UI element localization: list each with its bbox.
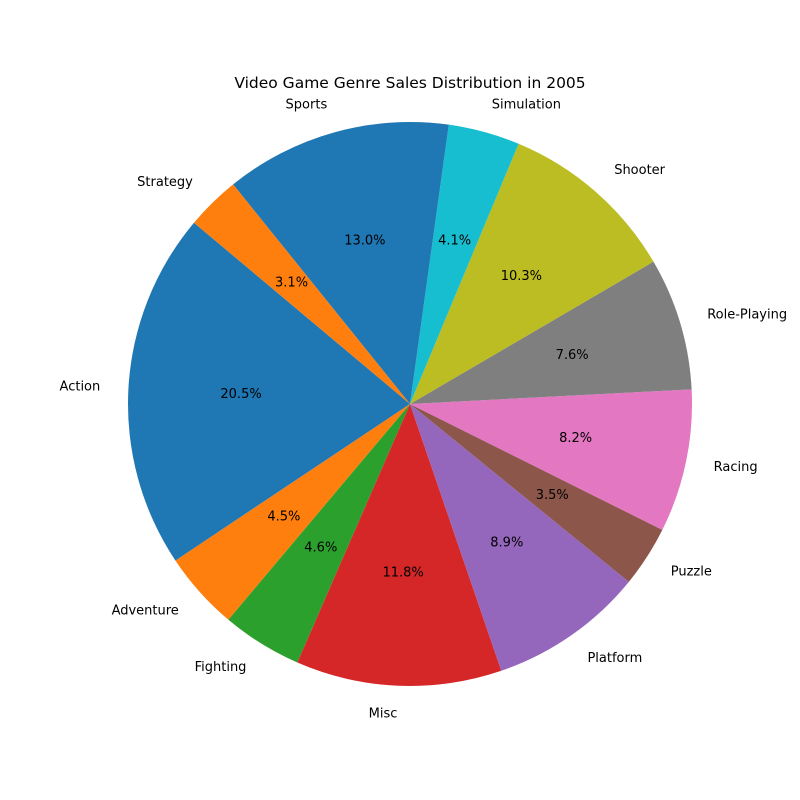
pie-slice-shooter [410,143,654,405]
slice-percent-label: 3.1% [275,276,308,291]
slice-label: Racing [714,460,758,475]
slice-label: Puzzle [671,565,712,580]
pie-slice-misc [297,404,502,686]
pie-slice-sports [233,122,449,405]
slices-layer [128,122,693,686]
slice-label: Platform [587,651,642,666]
slice-label: Misc [369,706,398,721]
slice-label: Shooter [614,163,665,178]
pie-slice-adventure [175,404,410,620]
slice-percent-label: 4.1% [438,233,471,248]
slice-percent-label: 20.5% [220,387,261,402]
pie-slice-strategy [193,184,410,404]
pie-slice-action [128,222,410,561]
slice-percent-label: 7.6% [556,348,589,363]
pie-slice-puzzle [410,404,663,582]
pie-slice-simulation [410,124,519,405]
slice-percent-label: 3.5% [536,488,569,503]
pie-slice-fighting [228,404,410,663]
slice-label: Fighting [195,660,247,675]
slice-label: Adventure [112,603,179,618]
slice-percent-label: 10.3% [501,269,542,284]
slice-percent-label: 11.8% [382,566,423,581]
pie-slice-role-playing [410,261,692,404]
slice-percent-label: 13.0% [344,233,385,248]
slice-label: Role-Playing [707,308,787,323]
pie-slice-racing [410,389,693,530]
slice-label: Sports [286,98,328,113]
slice-percent-label: 8.9% [490,535,523,550]
slice-label: Action [60,380,101,395]
slice-label: Simulation [492,97,561,112]
slice-percent-label: 4.5% [267,509,300,524]
pie-slice-platform [410,404,629,671]
chart-title: Video Game Genre Sales Distribution in 2… [234,74,585,92]
slice-label: Strategy [137,175,193,190]
slice-percent-label: 8.2% [559,431,592,446]
labels-layer: Action 20.5% Adventure 4.5% Fighting 4.6% Misc… [60,97,788,721]
slice-percent-label: 4.6% [304,540,337,555]
